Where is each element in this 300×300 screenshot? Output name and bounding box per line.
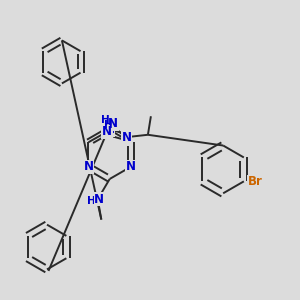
Text: N: N xyxy=(126,160,136,173)
Text: N: N xyxy=(108,117,118,130)
Text: H: H xyxy=(101,115,110,125)
Text: N: N xyxy=(105,124,115,136)
Text: Br: Br xyxy=(248,175,262,188)
Text: H: H xyxy=(87,196,95,206)
Text: N: N xyxy=(94,193,104,206)
Text: N: N xyxy=(102,125,112,138)
Text: N: N xyxy=(122,131,131,144)
Text: H: H xyxy=(103,120,112,130)
Text: N: N xyxy=(83,160,94,173)
